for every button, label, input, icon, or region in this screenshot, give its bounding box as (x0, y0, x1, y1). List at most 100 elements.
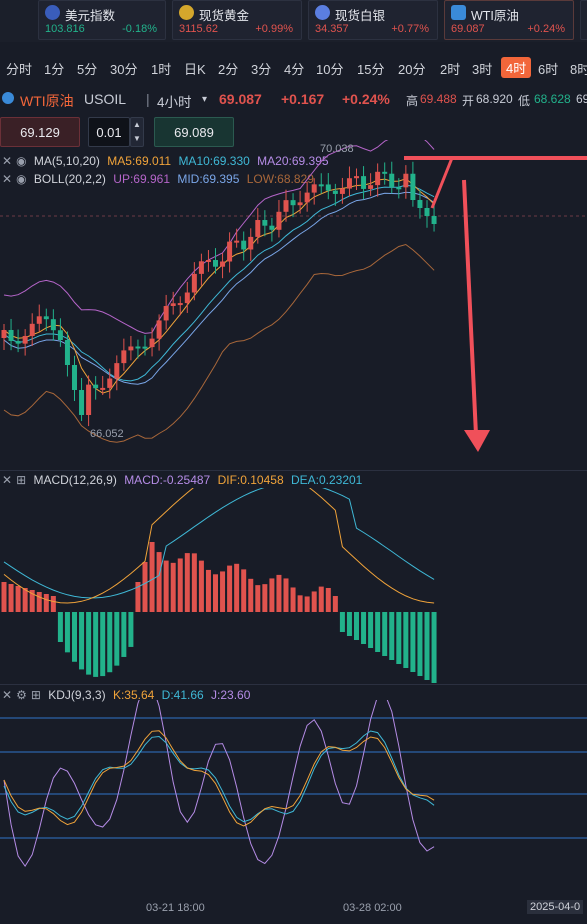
settings-icon[interactable]: ⚙ (16, 688, 27, 702)
chevron-down-icon[interactable]: ▾ (202, 94, 208, 105)
macd-chart[interactable] (0, 488, 587, 683)
macd-histogram-bar (255, 585, 261, 612)
lot-input[interactable]: 0.01 (88, 117, 130, 147)
candle-body (1, 330, 7, 338)
close-icon[interactable]: ✕ (2, 172, 13, 186)
candle-body (149, 338, 155, 348)
tf-3m[interactable]: 3分 (251, 62, 272, 77)
macd-histogram-bar (29, 590, 35, 612)
macd-histogram-bar (50, 596, 56, 612)
lot-stepper[interactable]: ▲ ▼ (130, 117, 144, 147)
macd-histogram-bar (135, 582, 141, 612)
candle-body (255, 220, 261, 237)
tf-2m[interactable]: 2分 (218, 62, 239, 77)
macd-histogram-bar (227, 565, 233, 612)
close-icon[interactable]: ✕ (2, 473, 13, 487)
tf-4h[interactable]: 4时 (501, 57, 532, 78)
period-selector[interactable]: 4小时 (157, 95, 192, 110)
ma10-line (3, 184, 435, 382)
ticker-wti[interactable]: WTI原油 69.087 +0.24% (444, 0, 574, 40)
ticker-name: WTI原油 (471, 9, 519, 23)
candle-body (318, 184, 324, 187)
ticker-more[interactable] (580, 0, 587, 40)
tf-6h[interactable]: 6时 (538, 62, 559, 77)
macd-legend: ✕ ⊞ MACD(12,26,9) MACD:-0.25487 DIF:0.104… (2, 473, 366, 487)
boll-name: BOLL(20,2,2) (33, 172, 106, 186)
candle-body (332, 190, 338, 194)
close-icon[interactable]: ✕ (2, 154, 13, 168)
macd-histogram-bar (332, 596, 338, 612)
ticker-change: +0.77% (391, 23, 429, 35)
kdj-name: KDJ(9,3,3) (48, 688, 106, 702)
kdj-chart[interactable] (0, 700, 587, 900)
candle-body (198, 261, 204, 274)
boll-up-value: UP:69.961 (113, 172, 170, 186)
buy-button[interactable]: 69.089 (154, 117, 234, 147)
ticker-gold[interactable]: 现货黄金 3115.62 +0.99% (172, 0, 302, 40)
high-label: 高 (406, 94, 419, 108)
candle-body (431, 216, 437, 224)
j-line (3, 700, 435, 868)
tf-daily[interactable]: 日K (184, 62, 206, 77)
tf-1m[interactable]: 1分 (44, 62, 65, 77)
ticker-silver[interactable]: 现货白银 34.357 +0.77% (308, 0, 438, 40)
ticker-usd-index[interactable]: 美元指数 103.816 -0.18% (38, 0, 166, 40)
symbol-name[interactable]: WTI原油 (20, 93, 74, 109)
candlestick-chart[interactable] (0, 140, 587, 470)
candle-body (311, 184, 317, 193)
tf-5m[interactable]: 5分 (77, 62, 98, 77)
candle-body (325, 184, 331, 191)
macd-histogram-bar (220, 571, 226, 612)
macd-name: MACD(12,26,9) (33, 473, 117, 487)
candle-body (170, 303, 176, 307)
annotation-line (430, 157, 454, 209)
ticker-price: 3115.62 (179, 23, 218, 35)
macd-histogram-bar (8, 584, 14, 612)
kdj-legend: ✕ ⚙ ⊞ KDJ(9,3,3) K:35.64 D:41.66 J:23.60 (2, 688, 254, 702)
macd-histogram-bar (36, 592, 42, 612)
macd-histogram-bar (276, 574, 282, 612)
candle-body (93, 384, 99, 389)
close-icon[interactable]: ✕ (2, 688, 13, 702)
macd-histogram-bar (297, 595, 303, 612)
dea-line (3, 488, 435, 599)
candle-body (424, 208, 430, 216)
candle-body (128, 346, 134, 351)
eye-icon[interactable]: ◉ (16, 172, 27, 186)
ma20-value: MA20:69.395 (257, 154, 329, 168)
tf-fenshi[interactable]: 分时 (6, 62, 33, 77)
expand-icon[interactable]: ⊞ (30, 688, 41, 702)
sell-button[interactable]: 69.129 (0, 117, 80, 147)
tf-10m[interactable]: 10分 (316, 62, 344, 77)
macd-histogram-bar (86, 612, 92, 675)
candle-body (114, 363, 120, 379)
order-panel: 69.129 0.01 ▲ ▼ 69.089 (0, 117, 587, 149)
dea-value: DEA:0.23201 (290, 473, 363, 487)
ticker-change: +0.99% (255, 23, 293, 35)
expand-icon[interactable]: ⊞ (16, 473, 27, 487)
silver-icon (315, 5, 330, 20)
price-change-pct: +0.24% (342, 91, 390, 107)
macd-histogram-bar (290, 587, 296, 612)
macd-histogram-bar (431, 612, 437, 683)
tf-3h[interactable]: 3时 (472, 62, 493, 77)
eye-icon[interactable]: ◉ (16, 154, 27, 168)
ma-legend: ✕ ◉ MA(5,10,20) MA5:69.011 MA10:69.330 MA… (2, 154, 333, 168)
tf-4m[interactable]: 4分 (284, 62, 305, 77)
macd-histogram-bar (382, 612, 388, 656)
tf-1h[interactable]: 1时 (151, 62, 172, 77)
candle-body (297, 202, 303, 206)
tf-15m[interactable]: 15分 (357, 62, 385, 77)
tf-2h[interactable]: 2时 (440, 62, 461, 77)
candle-body (283, 200, 289, 212)
candle-body (241, 240, 247, 250)
candle-body (361, 176, 367, 189)
candle-body (205, 260, 211, 263)
tf-30m[interactable]: 30分 (110, 62, 138, 77)
candle-body (234, 240, 240, 243)
low-mark: 66.052 (90, 428, 124, 440)
ticker-price: 34.357 (315, 23, 349, 35)
tf-8h[interactable]: 8时 (570, 62, 587, 77)
candle-body (15, 340, 21, 344)
tf-20m[interactable]: 20分 (398, 62, 426, 77)
